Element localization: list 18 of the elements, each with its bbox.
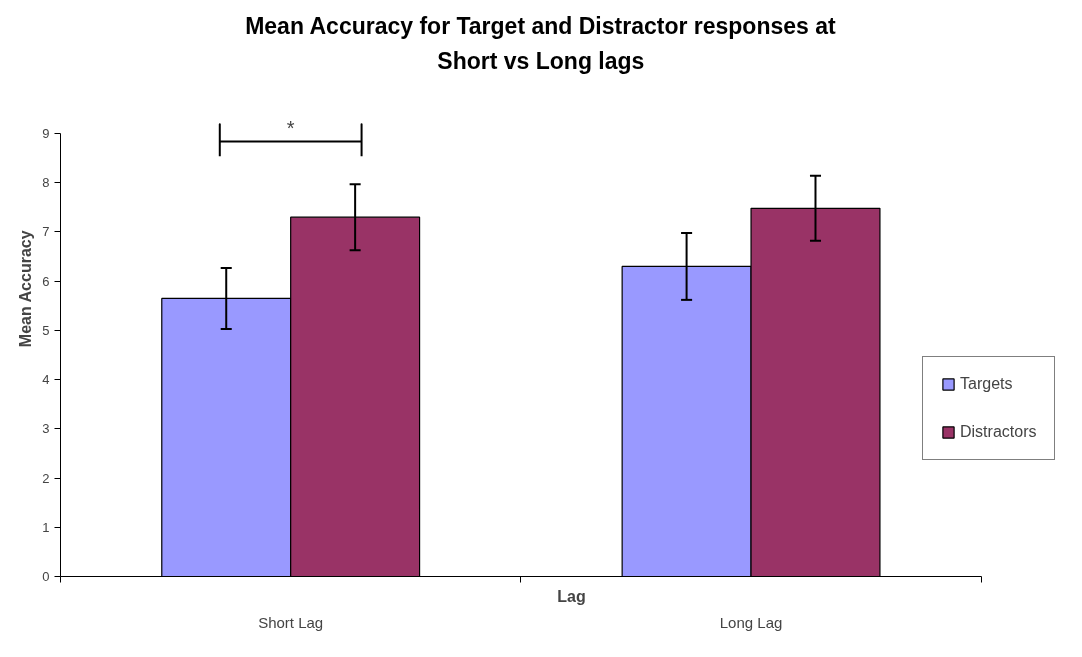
y-tick-label: 2 [42,470,50,486]
chart-title: Mean Accuracy for Target and Distractor responses at Short vs Long lags [245,12,837,74]
y-tick-label: 8 [42,175,50,191]
x-axis-title: Lag [557,587,586,605]
y-tick-label: 0 [42,569,50,584]
y-tick-label: 6 [42,273,50,289]
legend-label: Distractors [960,423,1037,441]
y-tick-label: 7 [42,224,50,240]
legend-label: Targets [960,375,1013,393]
x-tick-label: Long Lag [719,613,783,631]
y-tick-label: 5 [42,322,50,338]
x-tick-label: Short Lag [258,613,324,631]
y-tick-label: 1 [42,519,50,535]
annotation: * [286,117,295,140]
y-axis-title: Mean Accuracy [17,230,35,348]
y-tick-label: 4 [42,372,50,388]
y-tick-label: 3 [42,421,50,437]
y-tick-label: 9 [42,126,50,141]
